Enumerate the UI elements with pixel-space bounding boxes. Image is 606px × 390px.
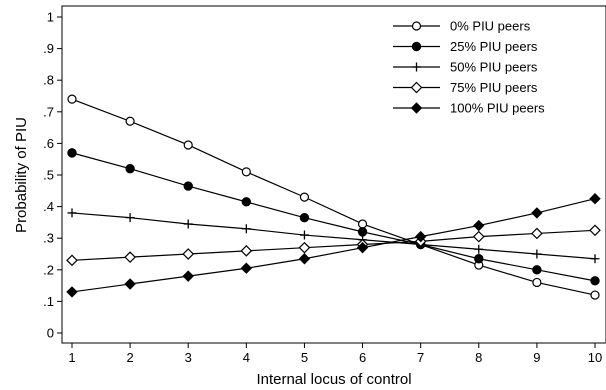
legend-item: 50% PIU peers <box>393 60 538 75</box>
y-tick-label: .9 <box>43 41 54 56</box>
data-point <box>590 276 600 286</box>
legend-marker <box>410 102 423 114</box>
series-line <box>71 152 596 282</box>
data-point <box>66 286 78 298</box>
data-point <box>532 265 542 275</box>
legend-marker <box>411 21 422 31</box>
data-point <box>124 251 136 264</box>
x-tick-label: 2 <box>126 350 133 365</box>
data-point <box>125 213 135 223</box>
data-point <box>183 181 193 191</box>
x-tick-label: 3 <box>185 350 192 365</box>
legend-marker <box>410 81 423 94</box>
x-axis: 1 2 3 4 5 6 7 8 9 10 <box>68 343 602 365</box>
x-tick-label: 8 <box>475 350 482 365</box>
series-group <box>66 94 601 300</box>
legend-item: 25% PIU peers <box>393 39 538 54</box>
y-axis: 0 .1 .2 .3 .4 .5 .6 .7 .8 .9 1 <box>43 10 62 341</box>
x-tick-label: 4 <box>243 350 250 365</box>
y-tick-label: .6 <box>43 136 54 151</box>
data-point <box>299 192 310 202</box>
data-point <box>66 254 78 267</box>
x-tick-label: 6 <box>359 350 366 365</box>
data-point <box>182 270 194 282</box>
data-point <box>183 140 193 150</box>
data-point <box>356 241 369 254</box>
y-tick-label: .1 <box>43 294 54 309</box>
y-tick-label: .2 <box>43 262 54 277</box>
y-tick-label: 0 <box>47 326 54 341</box>
data-point <box>532 277 542 288</box>
y-tick-label: 1 <box>47 10 54 25</box>
x-tick-label: 5 <box>301 350 308 365</box>
x-tick-label: 1 <box>68 350 75 365</box>
legend-label: 25% PIU peers <box>450 39 538 54</box>
legend-label: 75% PIU peers <box>450 80 538 95</box>
data-point <box>532 249 542 259</box>
series-line <box>71 229 596 261</box>
legend-label: 0% PIU peers <box>450 19 531 34</box>
data-point <box>589 192 601 205</box>
data-point <box>531 227 543 240</box>
legend-marker <box>412 62 421 72</box>
legend-item: 0% PIU peers <box>393 19 531 34</box>
data-point <box>241 197 252 207</box>
y-axis-title: Probability of PIU <box>13 117 30 233</box>
data-point <box>67 94 77 104</box>
x-tick-label: 7 <box>417 350 424 365</box>
series-4 <box>66 192 601 298</box>
data-point <box>240 244 253 257</box>
data-point <box>125 116 135 126</box>
x-tick-label: 9 <box>533 350 540 365</box>
data-point <box>299 212 310 223</box>
data-point <box>241 224 251 234</box>
data-point <box>357 227 368 237</box>
data-point <box>589 224 601 237</box>
data-point <box>182 248 195 260</box>
data-point <box>472 230 485 243</box>
series-line <box>71 98 596 296</box>
data-point <box>298 241 311 254</box>
data-point <box>357 219 368 229</box>
data-point <box>125 163 135 174</box>
data-point <box>298 253 311 265</box>
y-tick-label: .3 <box>43 231 54 246</box>
data-point <box>590 254 600 264</box>
series-line <box>71 212 596 260</box>
y-tick-label: .8 <box>43 73 54 88</box>
legend-label: 100% PIU peers <box>450 101 545 116</box>
series-1 <box>67 148 600 286</box>
data-point <box>474 254 484 264</box>
legend-item: 100% PIU peers <box>393 101 545 116</box>
y-tick-label: .5 <box>43 168 54 183</box>
x-axis-title: Internal locus of control <box>256 371 411 388</box>
data-point <box>473 219 485 232</box>
legend-label: 50% PIU peers <box>450 60 538 75</box>
data-point <box>590 290 600 300</box>
data-point <box>474 244 484 254</box>
series-0 <box>67 94 600 300</box>
data-point <box>241 167 251 177</box>
y-tick-label: .4 <box>43 199 54 214</box>
data-point <box>67 208 77 218</box>
x-tick-label: 10 <box>588 350 602 365</box>
data-point <box>183 219 193 229</box>
data-point <box>299 230 309 240</box>
legend: 0% PIU peers 25% PIU peers 50% PIU peers 75… <box>393 19 545 116</box>
plot-frame <box>61 5 606 344</box>
data-point <box>531 207 543 219</box>
series-3 <box>66 224 601 267</box>
data-point <box>240 262 253 274</box>
y-tick-label: .7 <box>43 104 54 119</box>
data-point <box>414 230 427 243</box>
legend-marker <box>411 41 422 52</box>
data-point <box>67 148 77 158</box>
series-line <box>71 198 596 293</box>
data-point <box>124 278 136 290</box>
legend-item: 75% PIU peers <box>393 80 538 95</box>
